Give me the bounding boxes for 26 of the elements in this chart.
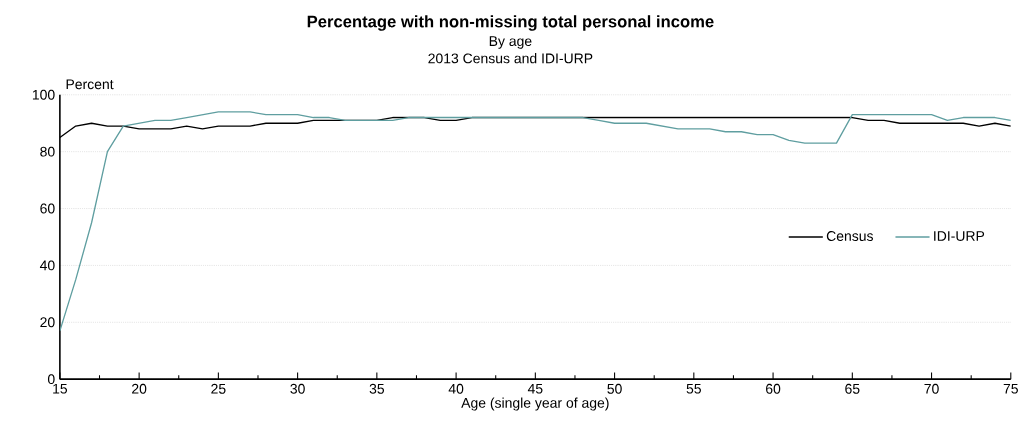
x-tick-label: 45 (527, 383, 543, 394)
x-tick-label: 30 (290, 383, 305, 394)
y-tick-label: 80 (40, 146, 55, 157)
chart-title: Percentage with non-missing total personal income (307, 15, 714, 31)
legend-label: Census (826, 231, 873, 241)
y-tick-label: 0 (47, 374, 55, 385)
y-tick-label: 100 (32, 89, 55, 100)
x-tick-label: 70 (924, 383, 939, 394)
x-axis-title: Age (single year of age) (461, 397, 609, 411)
x-tick-label: 35 (369, 383, 385, 394)
x-tick-label: 25 (211, 383, 226, 394)
x-tick-label: 60 (766, 383, 781, 394)
y-tick-label: 40 (39, 260, 55, 271)
y-tick-label: 20 (40, 317, 55, 328)
y-tick-label: 60 (40, 203, 55, 214)
legend-label: IDI-URP (934, 231, 985, 241)
x-tick-label: 40 (448, 383, 464, 394)
x-tick-label: 50 (607, 383, 622, 394)
x-tick-label: 55 (686, 383, 701, 394)
y-axis-title: Percent (66, 79, 114, 90)
chart-subtitle: By age (489, 36, 532, 49)
x-tick-label: 65 (845, 383, 860, 394)
x-tick-label: 75 (1003, 383, 1018, 394)
text: 2013 Census and IDI-URP (428, 53, 593, 64)
x-tick-label: 15 (53, 383, 68, 394)
x-tick-label: 20 (132, 383, 147, 394)
